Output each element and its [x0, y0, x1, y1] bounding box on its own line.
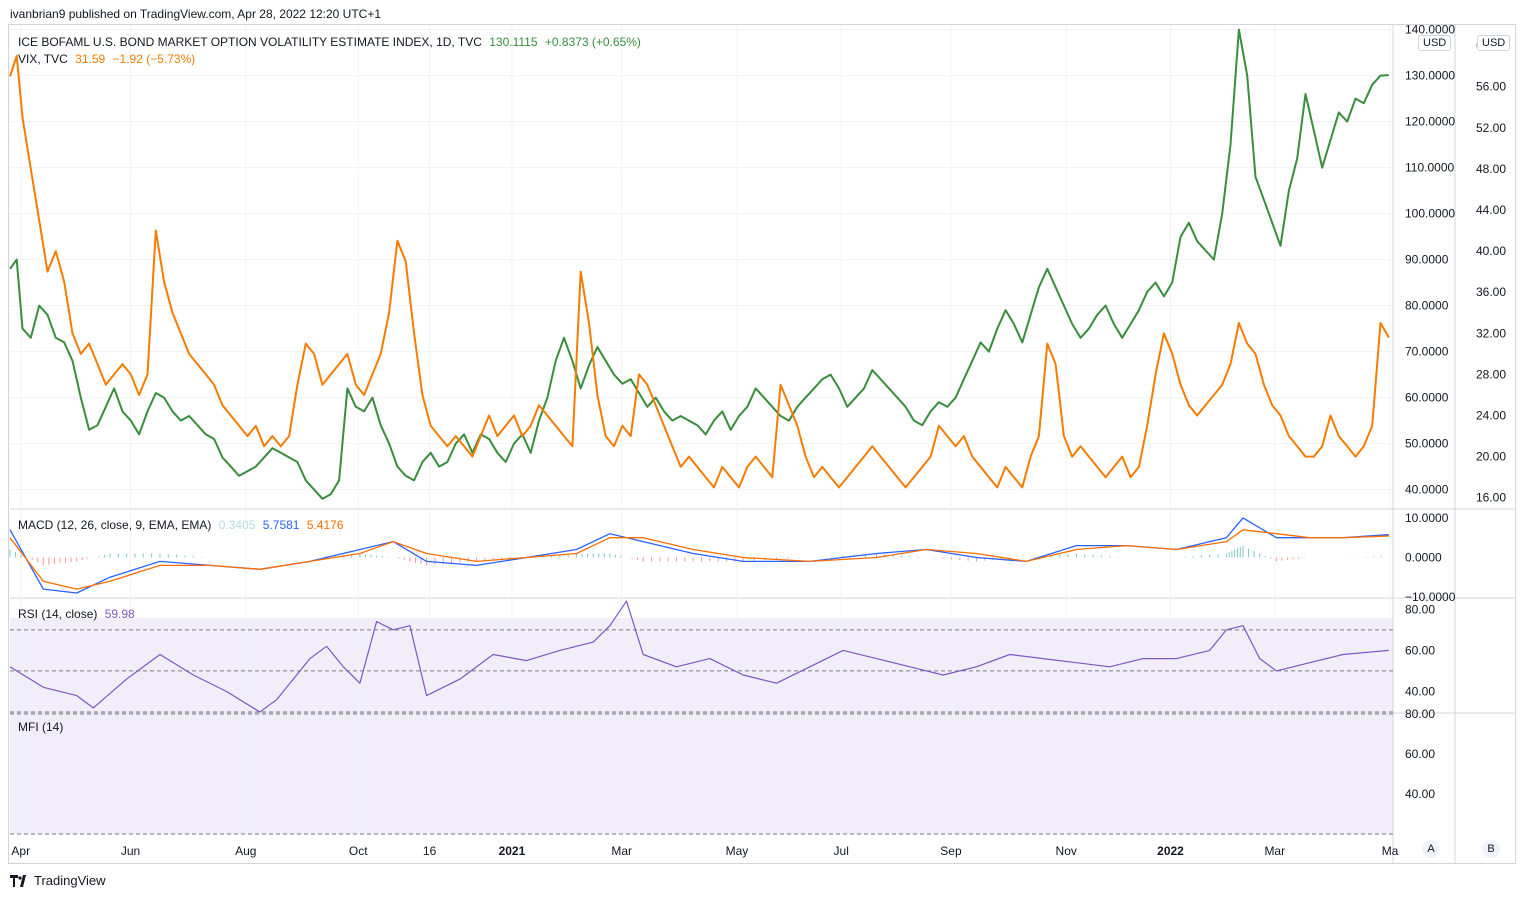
x-tick-label: Jul [834, 844, 849, 858]
y2-tick-label: 48.00 [1476, 162, 1506, 176]
series1-value: 130.1115 [489, 35, 538, 49]
macd-tick-label: −10.0000 [1405, 590, 1456, 604]
mfi-tick-label: 60.00 [1405, 747, 1435, 761]
series1-change: +0.8373 (+0.65%) [544, 35, 641, 49]
tradingview-logo-icon [10, 874, 26, 887]
mfi-band-fill [10, 714, 1393, 834]
rsi-tick-label: 60.00 [1405, 643, 1435, 657]
y1-tick-label: 110.0000 [1405, 161, 1454, 175]
y1-tick-label: 90.0000 [1405, 253, 1449, 267]
rsi-name: RSI (14, close) [18, 607, 98, 621]
macd-tick-label: 0.0000 [1405, 550, 1442, 564]
footer-brand[interactable]: TradingView [10, 873, 106, 888]
currency-button-left[interactable]: USD [1418, 35, 1452, 51]
series2-name: VIX, TVC [18, 52, 68, 66]
macd-signal-value: 5.4176 [306, 518, 344, 532]
y2-tick-label: 20.00 [1476, 450, 1506, 464]
chart-frame [8, 24, 1516, 864]
y1-tick-label: 120.0000 [1405, 115, 1455, 129]
x-tick-label: 16 [423, 844, 437, 858]
main-legend-series2[interactable]: VIX, TVC 31.59 −1.92 (−5.73%) [18, 52, 199, 66]
x-tick-label: Ma [1382, 844, 1399, 858]
y1-tick-label: 130.0000 [1405, 69, 1455, 83]
y1-tick-label: 80.0000 [1405, 299, 1449, 313]
macd-value: 5.7581 [262, 518, 300, 532]
y1-tick-label: 40.0000 [1405, 483, 1449, 497]
x-tick-label: Nov [1056, 844, 1077, 858]
macd-tick-label: 10.0000 [1405, 511, 1449, 525]
y1-tick-label: 70.0000 [1405, 345, 1449, 359]
signal-line [9, 529, 1389, 590]
y2-tick-label: 56.00 [1476, 80, 1506, 94]
rsi-band-fill [10, 618, 1393, 712]
x-tick-label: Sep [940, 844, 962, 858]
y2-tick-label: 28.00 [1476, 367, 1506, 381]
y1-tick-label: 60.0000 [1405, 391, 1449, 405]
y2-tick-label: 16.00 [1476, 491, 1506, 505]
x-tick-label: Apr [11, 844, 30, 858]
rsi-value: 59.98 [104, 607, 135, 621]
vix-line [9, 54, 1390, 489]
x-tick-label: Mar [611, 844, 632, 858]
y2-tick-label: 24.00 [1476, 409, 1506, 423]
macd-hist-value: 0.3405 [218, 518, 256, 532]
macd-legend[interactable]: MACD (12, 26, close, 9, EMA, EMA) 0.3405… [18, 518, 348, 532]
rsi-tick-label: 40.00 [1405, 684, 1435, 698]
bond-volatility-line [9, 28, 1389, 500]
x-tick-label: Mar [1264, 844, 1285, 858]
y1-tick-label: 50.0000 [1405, 437, 1449, 451]
rsi-tick-label: 80.00 [1405, 602, 1435, 616]
y2-tick-label: 44.00 [1476, 203, 1506, 217]
scale-b-button[interactable]: B [1482, 840, 1500, 858]
macd-name: MACD (12, 26, close, 9, EMA, EMA) [18, 518, 212, 532]
x-tick-label: 2022 [1157, 844, 1184, 858]
publisher-line: ivanbrian9 published on TradingView.com,… [10, 7, 382, 21]
mfi-tick-label: 40.00 [1405, 787, 1435, 801]
main-legend-series1[interactable]: ICE BOFAML U.S. BOND MARKET OPTION VOLAT… [18, 35, 645, 49]
footer-brand-text: TradingView [34, 873, 106, 888]
x-tick-label: Jun [121, 844, 140, 858]
series2-value: 31.59 [75, 52, 106, 66]
y2-tick-label: 36.00 [1476, 285, 1506, 299]
mfi-legend[interactable]: MFI (14) [18, 720, 67, 734]
y1-tick-label: 140.0000 [1405, 23, 1455, 37]
x-tick-label: May [726, 844, 749, 858]
x-tick-label: 2021 [499, 844, 526, 858]
x-tick-label: Aug [235, 844, 256, 858]
y2-tick-label: 52.00 [1476, 121, 1506, 135]
series1-name: ICE BOFAML U.S. BOND MARKET OPTION VOLAT… [18, 35, 482, 49]
currency-button-right[interactable]: USD [1477, 35, 1511, 51]
series2-change: −1.92 (−5.73%) [112, 52, 196, 66]
y1-tick-label: 100.0000 [1405, 207, 1455, 221]
mfi-name: MFI (14) [18, 720, 64, 734]
rsi-line [9, 600, 1389, 713]
y2-tick-label: 40.00 [1476, 244, 1506, 258]
scale-a-button[interactable]: A [1422, 840, 1440, 858]
mfi-tick-label: 80.00 [1405, 707, 1435, 721]
rsi-legend[interactable]: RSI (14, close) 59.98 [18, 607, 139, 621]
y2-tick-label: 32.00 [1476, 326, 1506, 340]
x-tick-label: Oct [349, 844, 368, 858]
